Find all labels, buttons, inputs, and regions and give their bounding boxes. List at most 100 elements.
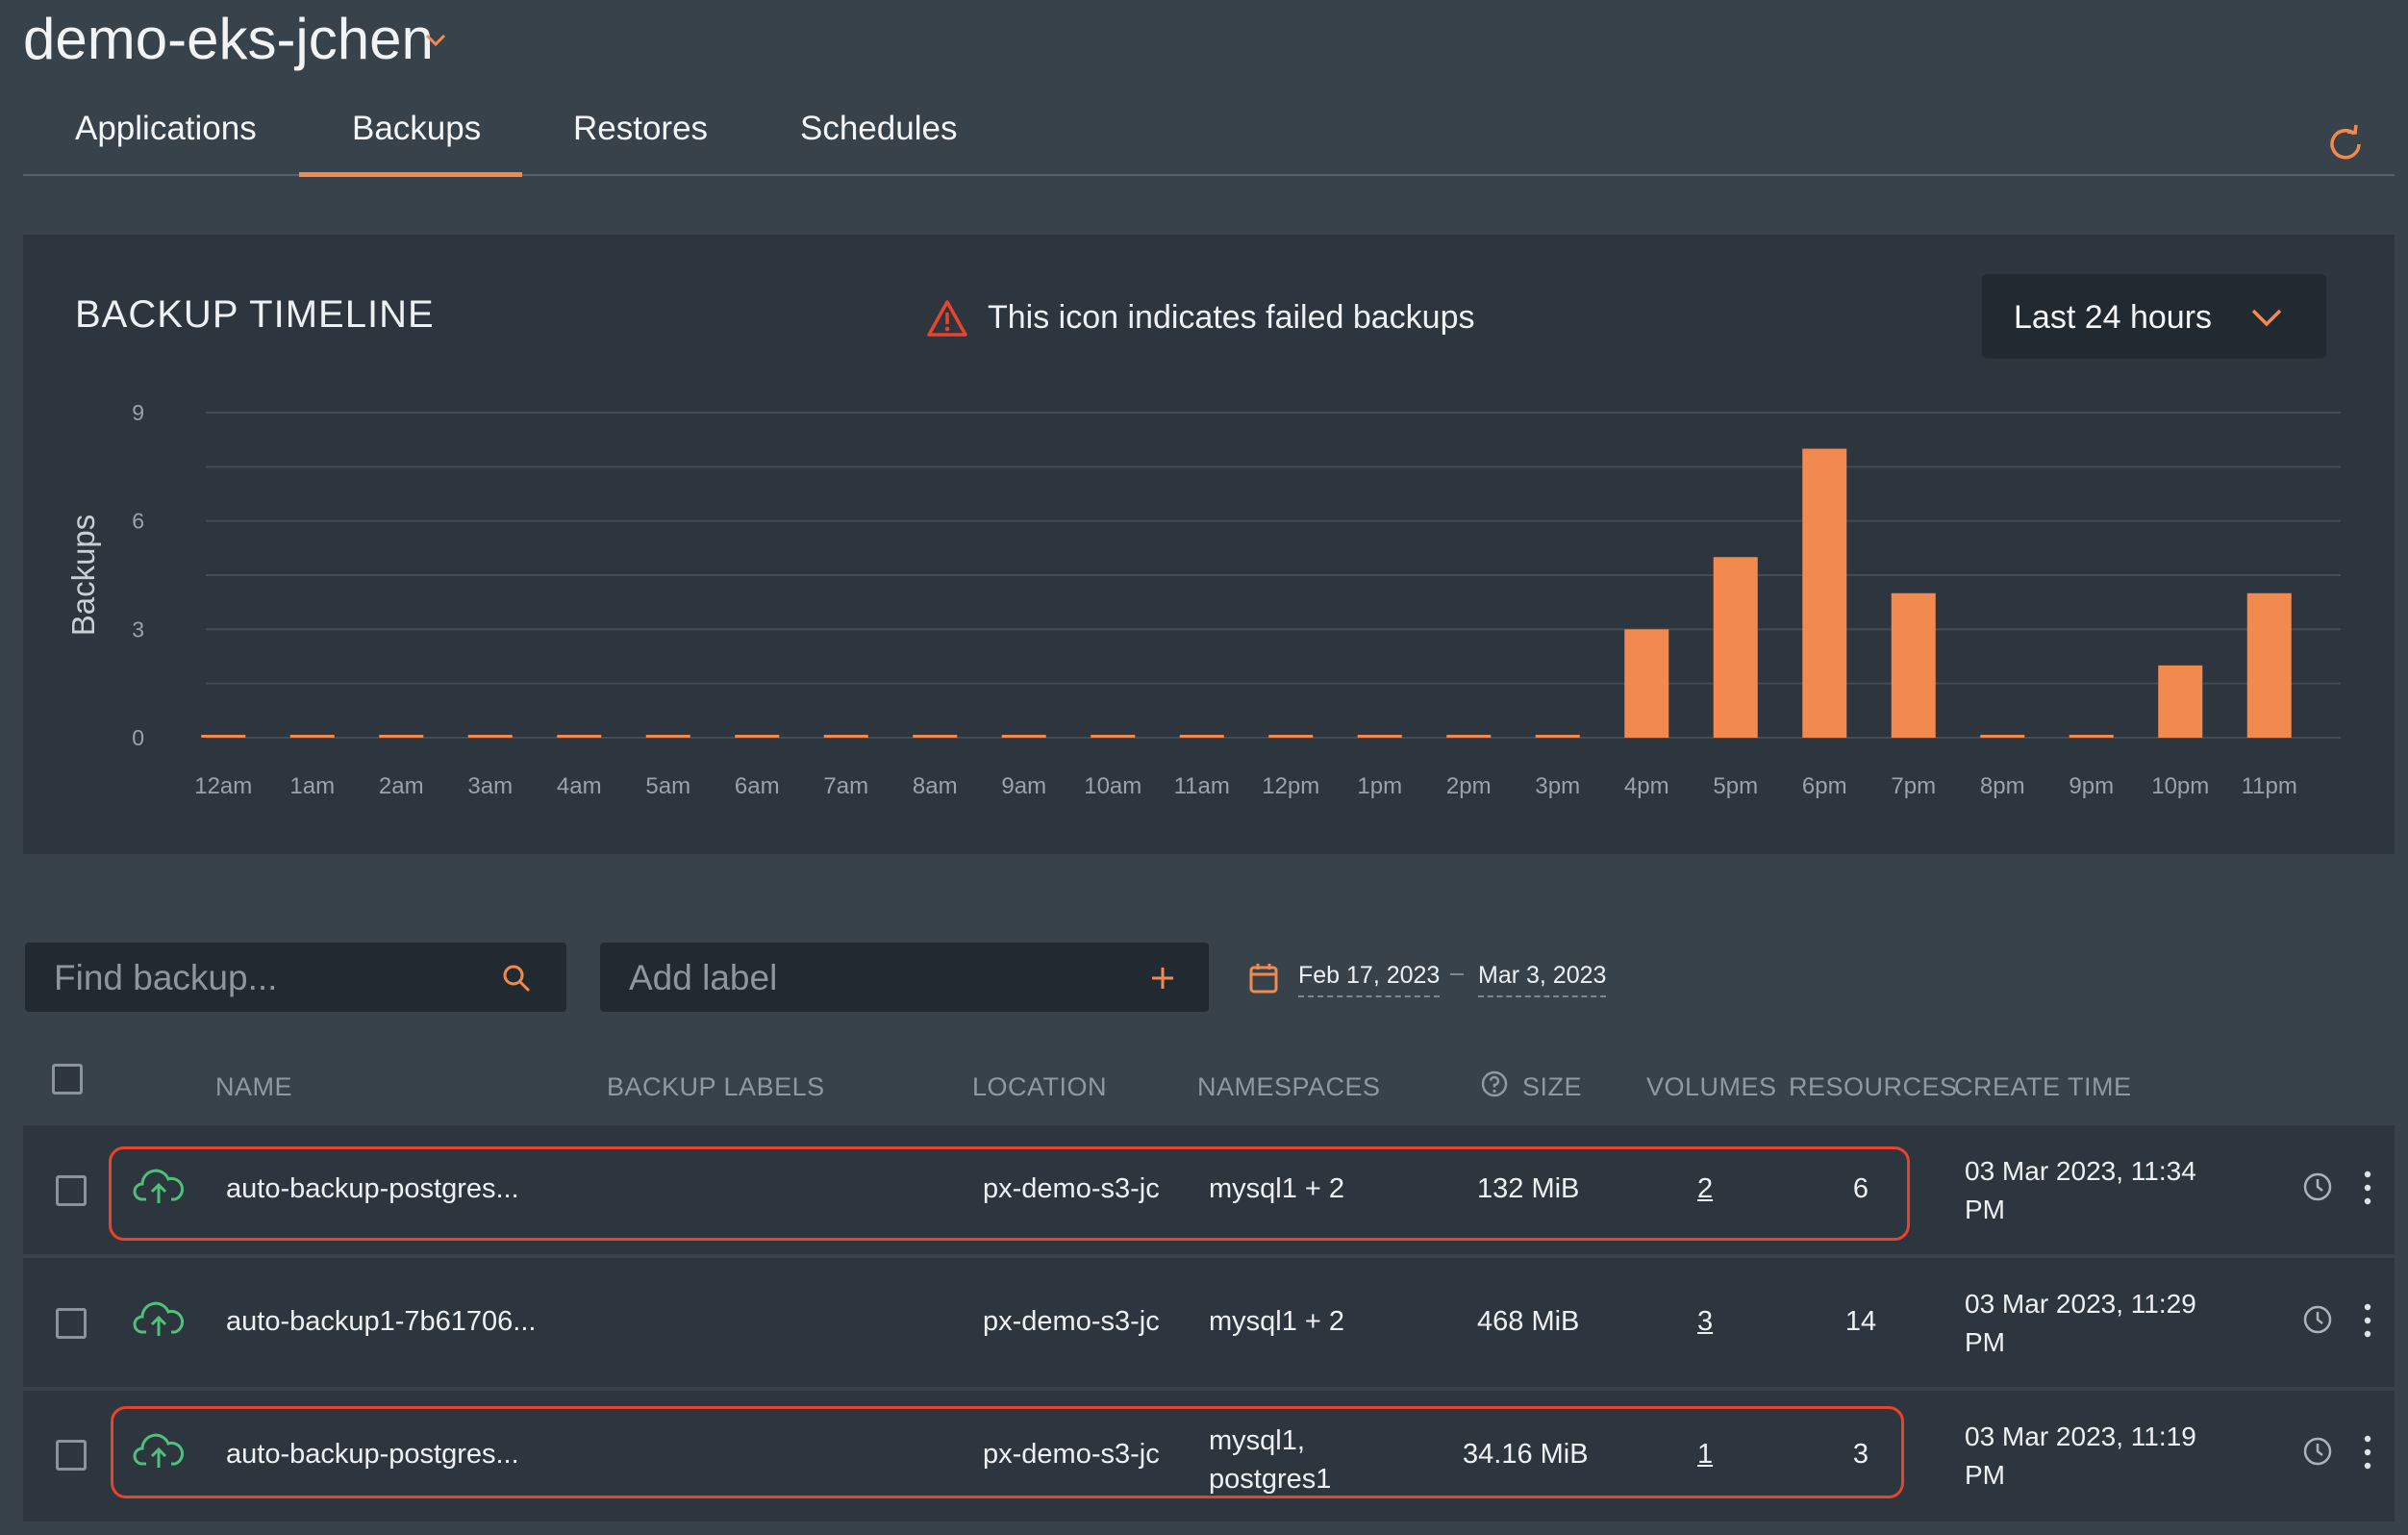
backup-volumes-link[interactable]: 3	[1697, 1306, 1714, 1337]
cluster-title[interactable]: demo-eks-jchen	[23, 7, 434, 71]
bar	[823, 735, 868, 738]
column-header-create-time[interactable]: CREATE TIME	[1954, 1072, 2132, 1101]
backup-volumes-link[interactable]: 2	[1697, 1173, 1714, 1204]
backup-create-time: 03 Mar 2023, 11:34 PM	[1965, 1152, 2196, 1229]
timeline-title: BACKUP TIMELINE	[75, 293, 435, 336]
time-range-select[interactable]	[1982, 274, 2326, 359]
x-tick-label: 12am	[194, 773, 252, 799]
cloud-upload-icon	[133, 1433, 185, 1468]
x-tick-label: 5am	[645, 773, 690, 799]
label-input[interactable]	[627, 956, 1112, 1000]
bar	[2069, 735, 2114, 738]
bar	[913, 735, 958, 738]
bar	[1091, 735, 1136, 738]
backup-create-time: 03 Mar 2023, 11:29 PM	[1965, 1285, 2196, 1362]
x-tick-label: 6am	[735, 773, 780, 799]
backup-size: 34.16 MiB	[1463, 1439, 1589, 1470]
bar	[1713, 557, 1758, 738]
x-tick-label: 4pm	[1624, 773, 1669, 799]
search-icon[interactable]	[501, 963, 532, 994]
backup-name[interactable]: auto-backup-postgres...	[226, 1439, 519, 1470]
calendar-icon[interactable]	[1248, 962, 1279, 994]
tab-backups[interactable]: Backups	[352, 110, 482, 147]
more-vertical-icon[interactable]	[2356, 1301, 2379, 1340]
create-time-date: 03 Mar 2023, 11:29	[1965, 1289, 2196, 1319]
clock-icon[interactable]	[2301, 1303, 2334, 1336]
column-header-size[interactable]: SIZE	[1522, 1072, 1583, 1101]
row-checkbox[interactable]	[56, 1440, 87, 1471]
backup-name[interactable]: auto-backup1-7b61706...	[226, 1306, 537, 1337]
backup-size: 468 MiB	[1477, 1306, 1580, 1337]
x-tick-label: 2am	[379, 773, 424, 799]
row-checkbox[interactable]	[56, 1175, 87, 1206]
tab-restores[interactable]: Restores	[573, 110, 709, 147]
bar	[1624, 629, 1669, 738]
row-checkbox[interactable]	[56, 1308, 87, 1339]
y-axis-label: Backups	[65, 515, 101, 637]
x-tick-label: 8am	[913, 773, 958, 799]
warning-triangle-icon	[927, 300, 967, 337]
backup-namespaces: mysql1 + 2	[1209, 1173, 1345, 1204]
x-tick-label: 11pm	[2242, 773, 2297, 799]
bar	[1001, 735, 1046, 738]
column-header-backup-labels: BACKUP LABELS	[607, 1072, 825, 1101]
backup-namespaces: mysql1 + 2	[1209, 1306, 1345, 1337]
backup-location: px-demo-s3-jc	[983, 1306, 1160, 1337]
tabs-divider	[994, 174, 2395, 176]
bar	[2246, 592, 2292, 738]
column-header-resources: RESOURCES	[1789, 1072, 1958, 1101]
tab-applications[interactable]: Applications	[75, 110, 257, 147]
y-tick-label: 9	[132, 400, 144, 425]
bar	[645, 735, 690, 738]
bar	[1980, 735, 2025, 738]
cloud-upload-icon	[133, 1301, 185, 1336]
date-to[interactable]: Mar 3, 2023	[1478, 962, 1607, 997]
x-tick-label: 1am	[289, 773, 335, 799]
bar	[2158, 665, 2203, 738]
backup-volumes-link[interactable]: 1	[1697, 1439, 1714, 1470]
create-time-ampm: PM	[1965, 1195, 2005, 1224]
tab-schedules[interactable]: Schedules	[800, 110, 958, 147]
column-header-volumes: VOLUMES	[1646, 1072, 1777, 1101]
help-circle-icon[interactable]	[1480, 1069, 1509, 1098]
backup-namespaces: mysql1, postgres1	[1209, 1422, 1331, 1498]
more-vertical-icon[interactable]	[2356, 1433, 2379, 1472]
more-vertical-icon[interactable]	[2356, 1169, 2379, 1207]
clock-icon[interactable]	[2301, 1170, 2334, 1203]
x-tick-label: 7pm	[1891, 773, 1936, 799]
active-tab-indicator	[299, 172, 522, 177]
bar	[467, 735, 513, 738]
x-tick-label: 8pm	[1980, 773, 2025, 799]
x-tick-label: 9pm	[2069, 773, 2114, 799]
x-tick-label: 2pm	[1446, 773, 1492, 799]
table-row[interactable]	[23, 1391, 2395, 1522]
date-from[interactable]: Feb 17, 2023	[1298, 962, 1441, 997]
select-all-checkbox[interactable]	[52, 1064, 83, 1095]
x-tick-label: 12pm	[1262, 773, 1319, 799]
backup-resources: 3	[1852, 1439, 1869, 1470]
create-time-ampm: PM	[1965, 1327, 2005, 1357]
chevron-down-icon[interactable]	[421, 25, 450, 54]
backup-resources: 6	[1852, 1173, 1869, 1204]
backup-create-time: 03 Mar 2023, 11:19 PM	[1965, 1418, 2196, 1495]
row-highlight-outline	[109, 1146, 1910, 1241]
x-tick-label: 7am	[823, 773, 868, 799]
column-header-location[interactable]: LOCATION	[972, 1072, 1108, 1101]
namespace-line: mysql1,	[1209, 1425, 1305, 1456]
x-tick-label: 3pm	[1535, 773, 1580, 799]
refresh-icon[interactable]	[2324, 123, 2367, 165]
create-time-date: 03 Mar 2023, 11:34	[1965, 1156, 2196, 1186]
row-highlight-outline	[111, 1406, 1904, 1498]
date-separator	[1450, 973, 1464, 975]
table-row[interactable]	[23, 1258, 2395, 1387]
plus-icon[interactable]	[1147, 963, 1178, 994]
x-tick-label: 9am	[1001, 773, 1046, 799]
search-input[interactable]	[52, 956, 479, 1000]
clock-icon[interactable]	[2301, 1435, 2334, 1468]
backup-location: px-demo-s3-jc	[983, 1173, 1160, 1204]
column-header-name[interactable]: NAME	[215, 1072, 293, 1101]
bar	[1802, 448, 1847, 738]
x-tick-label: 11am	[1174, 773, 1230, 799]
backup-name[interactable]: auto-backup-postgres...	[226, 1173, 519, 1204]
x-tick-label: 1pm	[1357, 773, 1402, 799]
